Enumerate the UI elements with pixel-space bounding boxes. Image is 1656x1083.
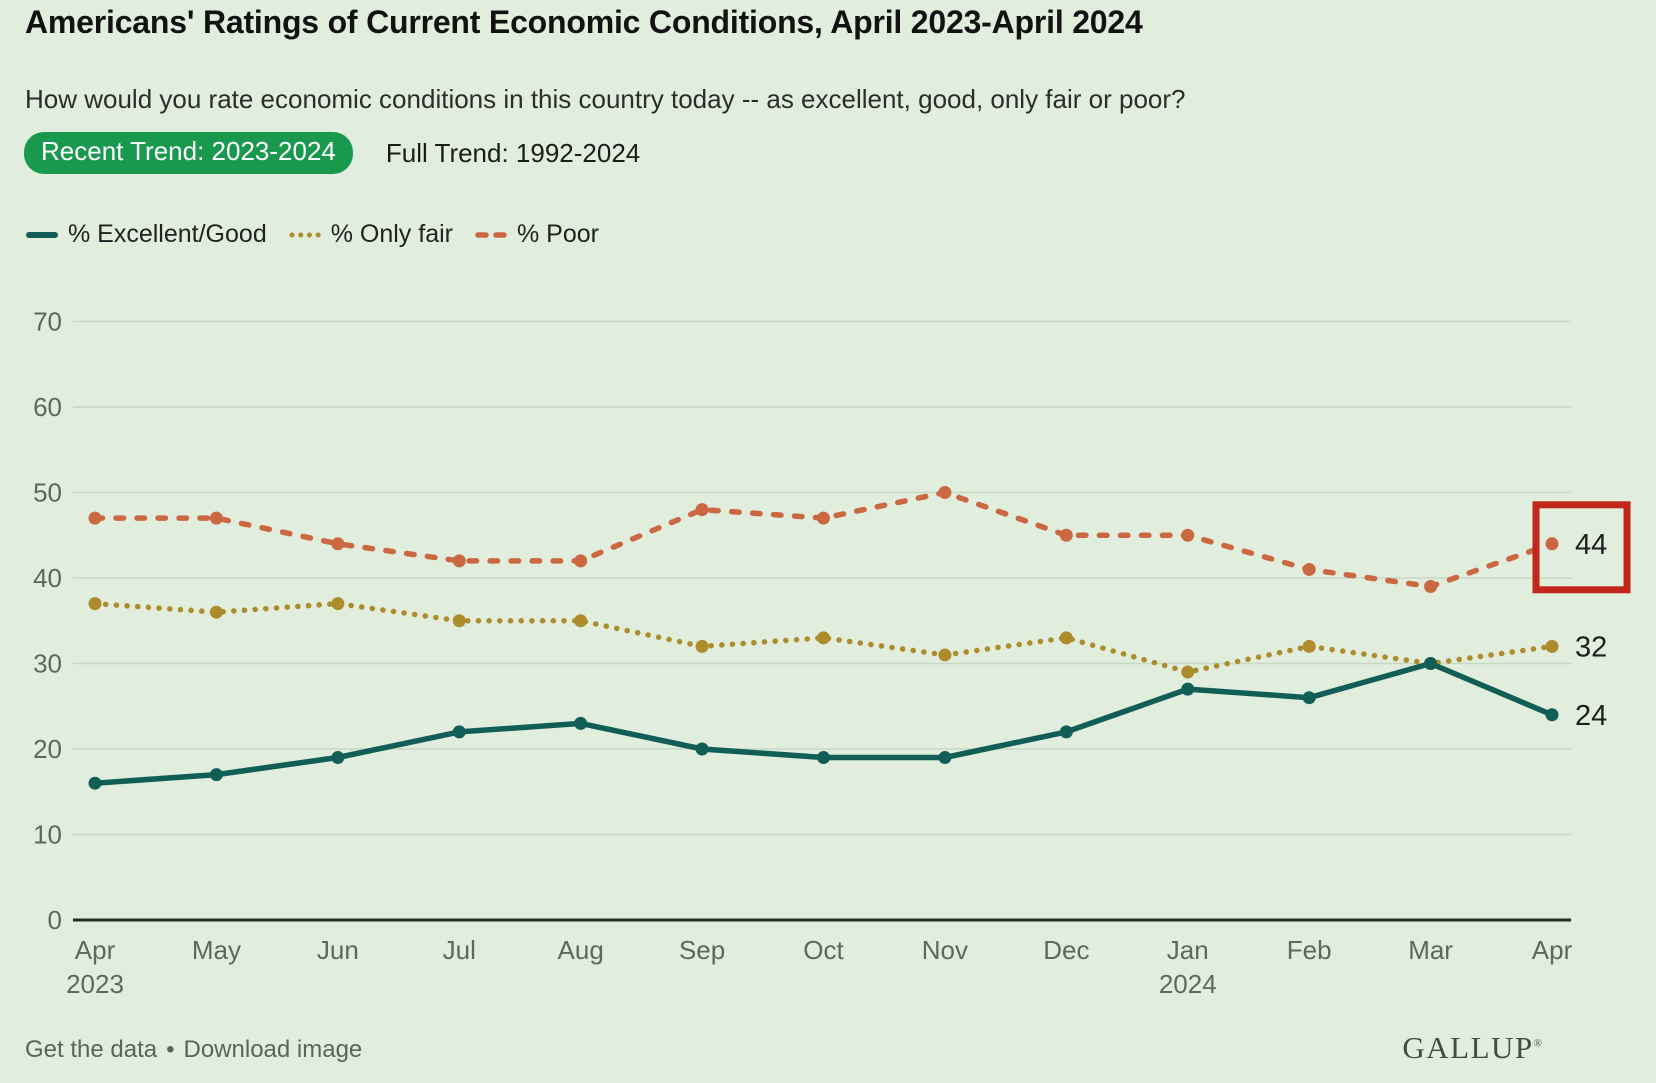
- data-point: [574, 614, 588, 628]
- trend-tabs: Recent Trend: 2023-2024 Full Trend: 1992…: [24, 132, 640, 174]
- data-point: [209, 511, 223, 525]
- data-point: [817, 511, 831, 525]
- series-end-label: 24: [1575, 700, 1607, 732]
- x-tick-label: Feb: [1287, 935, 1332, 965]
- data-point: [938, 751, 952, 765]
- data-point: [938, 486, 952, 499]
- data-point: [695, 503, 709, 517]
- x-tick-label: Dec: [1043, 935, 1089, 965]
- page-title: Americans' Ratings of Current Economic C…: [25, 4, 1143, 40]
- x-tick-label: Mar: [1408, 935, 1453, 965]
- legend-item-only-fair: % Only fair: [288, 220, 453, 249]
- x-tick-year-label: 2023: [66, 969, 124, 999]
- footer-links: Get the data • Download image: [25, 1036, 362, 1064]
- solid-line-swatch-icon: [26, 231, 58, 238]
- data-point: [1545, 708, 1559, 722]
- y-tick-label: 30: [33, 649, 62, 679]
- data-point: [1302, 562, 1316, 576]
- gallup-logo-text: GALLUP: [1402, 1030, 1534, 1065]
- data-point: [331, 751, 345, 765]
- data-point: [1059, 528, 1073, 542]
- y-tick-label: 60: [33, 392, 62, 422]
- y-tick-label: 50: [33, 478, 62, 508]
- download-image-link[interactable]: Download image: [183, 1036, 363, 1063]
- data-point: [574, 554, 588, 568]
- y-tick-label: 0: [48, 905, 62, 935]
- data-point: [695, 742, 709, 756]
- data-point: [452, 725, 466, 739]
- x-tick-label: Jan: [1167, 935, 1209, 965]
- x-tick-label: Jul: [443, 935, 476, 965]
- registered-mark: ®: [1533, 1037, 1542, 1050]
- legend-label: % Only fair: [330, 220, 453, 248]
- data-point: [938, 648, 952, 662]
- series-end-label: 44: [1575, 529, 1607, 561]
- dashed-line-swatch-icon: [475, 231, 507, 238]
- data-point: [1545, 537, 1559, 551]
- survey-question: How would you rate economic conditions i…: [25, 84, 1186, 114]
- data-point: [1302, 639, 1316, 653]
- y-tick-label: 10: [33, 820, 62, 850]
- data-point: [1424, 657, 1438, 670]
- x-tick-label: Jun: [317, 935, 359, 965]
- x-tick-label: Apr: [1532, 935, 1573, 965]
- get-the-data-link[interactable]: Get the data: [25, 1036, 158, 1063]
- data-point: [574, 716, 588, 730]
- data-point: [452, 614, 466, 628]
- data-point: [1545, 639, 1559, 653]
- series-end-label: 32: [1575, 631, 1607, 663]
- tab-recent-trend[interactable]: Recent Trend: 2023-2024: [24, 132, 353, 174]
- data-point: [88, 597, 102, 611]
- y-tick-label: 20: [33, 734, 62, 764]
- data-point: [1181, 528, 1195, 542]
- legend-label: % Poor: [516, 220, 599, 248]
- x-tick-label: May: [192, 935, 241, 965]
- y-tick-label: 40: [33, 563, 62, 593]
- data-point: [1059, 631, 1073, 645]
- data-point: [1059, 725, 1073, 739]
- highlight-box: [1532, 501, 1631, 594]
- data-point: [1424, 580, 1438, 594]
- x-tick-label: Sep: [679, 935, 725, 965]
- data-point: [817, 631, 831, 645]
- data-point: [695, 639, 709, 653]
- x-tick-label: Nov: [922, 935, 968, 965]
- data-point: [1302, 691, 1316, 705]
- data-point: [1181, 682, 1195, 696]
- series-line-dashed: [92, 489, 1555, 590]
- chart-legend: % Excellent/Good % Only fair % Poor: [25, 220, 599, 249]
- data-point: [209, 605, 223, 619]
- x-tick-label: Oct: [803, 935, 844, 965]
- data-point: [88, 776, 102, 790]
- data-point: [209, 768, 223, 782]
- x-tick-label: Aug: [558, 935, 604, 965]
- series-line-solid: [92, 660, 1555, 786]
- data-point: [817, 751, 831, 765]
- data-point: [331, 597, 345, 611]
- footer-separator: •: [166, 1036, 175, 1063]
- legend-item-poor: % Poor: [474, 220, 599, 249]
- data-point: [331, 537, 345, 551]
- gallup-logo: GALLUP®: [1402, 1030, 1542, 1066]
- x-tick-year-label: 2024: [1159, 969, 1217, 999]
- tab-full-trend[interactable]: Full Trend: 1992-2024: [385, 137, 641, 168]
- data-point: [452, 554, 466, 568]
- data-point: [1181, 665, 1195, 679]
- legend-label: % Excellent/Good: [68, 220, 267, 248]
- y-tick-label: 70: [33, 307, 62, 337]
- legend-item-excellent-good: % Excellent/Good: [25, 220, 267, 249]
- x-tick-label: Apr: [75, 935, 116, 965]
- data-point: [88, 511, 102, 525]
